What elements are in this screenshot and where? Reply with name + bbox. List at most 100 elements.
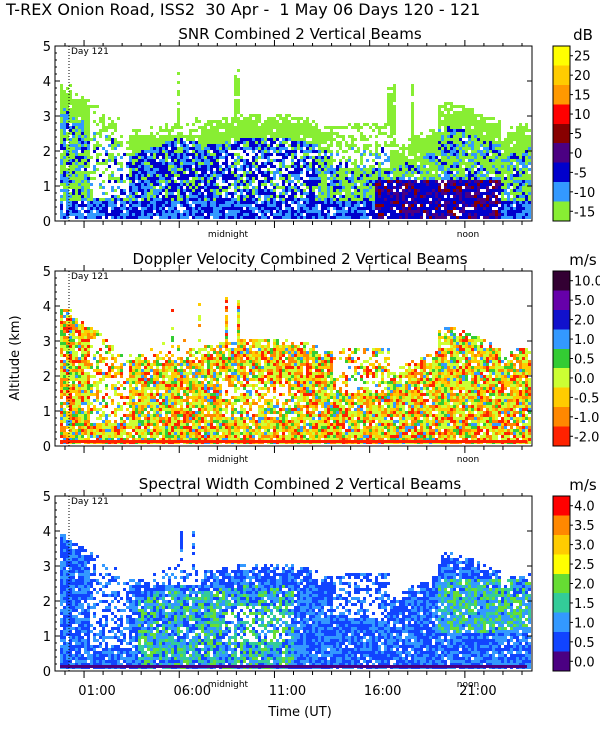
colorbar-swatch bbox=[553, 534, 570, 555]
y-tick-label: 5 bbox=[43, 490, 51, 505]
colorbar-label: 0 bbox=[574, 147, 582, 162]
panel-title: SNR Combined 2 Vertical Beams bbox=[178, 25, 421, 43]
y-tick-label: 4 bbox=[43, 525, 51, 540]
colorbar-swatch bbox=[553, 348, 570, 369]
colorbar-swatch bbox=[553, 201, 570, 221]
data-field bbox=[60, 531, 531, 669]
colorbar-label: 1.5 bbox=[574, 597, 595, 612]
day-marker-label: Day 121 bbox=[71, 272, 109, 282]
colorbar-label: 4.0 bbox=[574, 500, 595, 515]
noon-marker: noon bbox=[457, 230, 479, 240]
colorbar-swatch bbox=[553, 632, 570, 652]
colorbar-swatch bbox=[553, 496, 570, 516]
y-tick-label: 4 bbox=[43, 300, 51, 315]
data-field bbox=[60, 297, 531, 444]
y-tick-label: 5 bbox=[43, 265, 51, 280]
y-tick-label: 1 bbox=[43, 630, 51, 645]
noon-marker: noon bbox=[457, 455, 479, 465]
colorbar-label: 2.5 bbox=[574, 558, 595, 573]
colorbar-label: 1.0 bbox=[574, 616, 595, 631]
y-tick-label: 0 bbox=[43, 440, 51, 455]
panel-title: Spectral Width Combined 2 Vertical Beams bbox=[139, 475, 462, 493]
y-tick-label: 0 bbox=[43, 665, 51, 680]
colorbar-swatch bbox=[553, 593, 570, 613]
colorbar-label: 3.5 bbox=[574, 519, 595, 534]
midnight-marker: midnight bbox=[208, 680, 249, 690]
y-tick-label: 2 bbox=[43, 595, 51, 610]
y-tick-label: 5 bbox=[43, 40, 51, 55]
colorbar-swatch bbox=[553, 407, 570, 427]
colorbar-swatch bbox=[553, 554, 570, 574]
panel-title: Doppler Velocity Combined 2 Vertical Bea… bbox=[132, 250, 467, 268]
colorbar-swatch bbox=[553, 46, 570, 66]
colorbar-label: -0.5 bbox=[574, 391, 599, 406]
y-tick-label: 1 bbox=[43, 180, 51, 195]
x-tick-label: 11:00 bbox=[269, 684, 306, 699]
colorbar-swatch bbox=[553, 651, 570, 671]
colorbar-label: 2.0 bbox=[574, 578, 595, 593]
figure-header: T-REX Onion Road, ISS2 30 Apr - 1 May 06… bbox=[6, 0, 481, 19]
colorbar-swatch bbox=[553, 182, 570, 202]
colorbar-units: m/s bbox=[569, 251, 597, 269]
colorbar-swatch bbox=[553, 290, 570, 310]
colorbar-label: -1.0 bbox=[574, 411, 599, 426]
colorbar-label: 0.5 bbox=[574, 636, 595, 651]
midnight-marker: midnight bbox=[208, 455, 249, 465]
panel-2 bbox=[54, 265, 573, 453]
data-field bbox=[60, 69, 531, 219]
colorbar-swatch bbox=[553, 271, 570, 291]
ground-strip bbox=[60, 665, 527, 668]
colorbar bbox=[552, 495, 573, 672]
colorbar-swatch bbox=[553, 426, 570, 446]
y-tick-label: 3 bbox=[43, 110, 51, 125]
y-tick-label: 1 bbox=[43, 405, 51, 420]
colorbar-label: 5 bbox=[574, 128, 582, 143]
x-tick-label: 01:00 bbox=[78, 684, 115, 699]
y-tick-label: 2 bbox=[43, 145, 51, 160]
colorbar bbox=[552, 45, 573, 222]
colorbar-units: m/s bbox=[569, 476, 597, 494]
y-tick-label: 3 bbox=[43, 560, 51, 575]
y-tick-label: 0 bbox=[43, 215, 51, 230]
x-axis-label: Time (UT) bbox=[267, 705, 332, 720]
y-tick-label: 2 bbox=[43, 370, 51, 385]
colorbar-label: 5.0 bbox=[574, 294, 595, 309]
colorbar-swatch bbox=[553, 143, 570, 163]
colorbar-label: -5 bbox=[574, 166, 587, 181]
noon-marker: noon bbox=[457, 680, 479, 690]
colorbar-label: 10.0 bbox=[574, 275, 600, 290]
day-marker-label: Day 121 bbox=[71, 497, 109, 507]
y-tick-label: 3 bbox=[43, 335, 51, 350]
y-axis-label: Altitude (km) bbox=[8, 315, 23, 400]
colorbar-swatch bbox=[553, 515, 570, 535]
colorbar-swatch bbox=[553, 84, 570, 105]
colorbar-label: -2.0 bbox=[574, 430, 599, 445]
colorbar-swatch bbox=[553, 387, 570, 408]
colorbar-swatch bbox=[553, 612, 570, 633]
colorbar-swatch bbox=[553, 368, 570, 388]
colorbar-swatch bbox=[553, 65, 570, 85]
colorbar-label: 2.0 bbox=[574, 314, 595, 329]
colorbar-label: 25 bbox=[574, 50, 591, 65]
colorbar-units: dB bbox=[573, 26, 593, 44]
ground-strip bbox=[60, 440, 527, 443]
colorbar-label: 15 bbox=[574, 89, 591, 104]
x-tick-label: 06:00 bbox=[174, 684, 211, 699]
y-tick-label: 4 bbox=[43, 75, 51, 90]
colorbar bbox=[552, 270, 573, 447]
colorbar-label: 20 bbox=[574, 69, 591, 84]
colorbar-label: 3.0 bbox=[574, 539, 595, 554]
colorbar-swatch bbox=[553, 123, 570, 144]
colorbar-label: -10 bbox=[574, 186, 595, 201]
colorbar-label: 1.0 bbox=[574, 333, 595, 348]
colorbar-swatch bbox=[553, 104, 570, 124]
colorbar-label: 0.5 bbox=[574, 353, 595, 368]
colorbar-label: 0.0 bbox=[574, 372, 595, 387]
x-tick-label: 16:00 bbox=[364, 684, 401, 699]
panel-3 bbox=[54, 490, 573, 678]
x-tick-label: 21:00 bbox=[459, 684, 496, 699]
colorbar-swatch bbox=[553, 309, 570, 330]
day-marker-label: Day 121 bbox=[71, 47, 109, 57]
colorbar-swatch bbox=[553, 329, 570, 349]
